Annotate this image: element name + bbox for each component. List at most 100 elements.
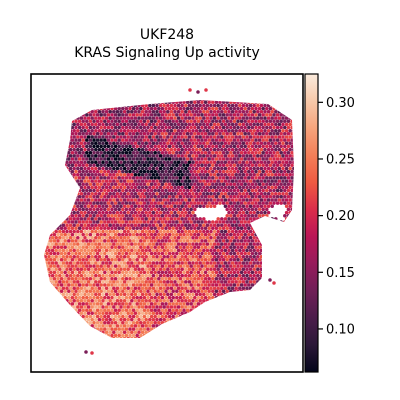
spot	[67, 207, 71, 212]
spot	[216, 141, 220, 146]
spot	[119, 273, 123, 278]
spot	[148, 141, 152, 146]
spot	[83, 173, 87, 177]
spot	[225, 119, 229, 123]
spot	[167, 113, 172, 117]
spot	[70, 106, 75, 111]
spot	[252, 229, 256, 234]
spot	[176, 103, 181, 108]
spot	[272, 302, 276, 306]
spot	[115, 179, 120, 183]
spot	[239, 239, 244, 243]
spot	[157, 150, 161, 155]
spot	[179, 94, 183, 98]
spot	[205, 191, 210, 196]
spot	[139, 245, 143, 249]
spot	[54, 198, 58, 202]
spot	[218, 245, 222, 249]
spot	[74, 251, 78, 256]
spot	[232, 113, 237, 117]
spot	[270, 100, 274, 101]
spot	[47, 191, 51, 196]
spot	[56, 302, 60, 306]
spot	[135, 113, 139, 117]
spot	[117, 138, 121, 142]
spot	[274, 116, 278, 120]
spot	[202, 229, 206, 234]
spot	[164, 125, 168, 130]
spot	[247, 245, 251, 249]
spot	[212, 128, 217, 133]
spot	[68, 267, 73, 272]
spot	[281, 116, 285, 120]
spot	[182, 245, 186, 249]
spot	[166, 229, 170, 234]
spot	[162, 242, 166, 246]
spot	[124, 308, 129, 312]
spot	[110, 176, 114, 180]
spot	[270, 110, 274, 114]
spot	[162, 298, 166, 303]
spot	[72, 110, 76, 114]
spot	[58, 154, 62, 158]
spot	[200, 94, 204, 98]
spot	[281, 166, 285, 171]
spot	[184, 217, 188, 221]
spot	[185, 169, 190, 174]
spot	[288, 311, 292, 316]
spot	[44, 185, 48, 190]
spot	[211, 239, 215, 243]
spot	[229, 182, 233, 186]
spot	[234, 103, 238, 108]
spot	[86, 160, 91, 164]
spot	[223, 100, 228, 101]
spot	[97, 173, 102, 177]
spot	[128, 119, 132, 123]
spot	[160, 163, 165, 168]
spot	[153, 276, 157, 281]
spot	[44, 226, 46, 231]
spot	[200, 302, 204, 306]
spot	[117, 201, 121, 205]
spot	[283, 163, 287, 168]
spot	[268, 226, 273, 231]
spot	[234, 147, 238, 152]
spot	[207, 295, 211, 300]
spot	[158, 198, 163, 202]
spot	[261, 239, 265, 243]
spot	[83, 103, 87, 108]
spot	[230, 160, 235, 164]
spot	[131, 132, 136, 136]
spot	[288, 160, 292, 164]
spot	[47, 103, 51, 108]
spot	[238, 229, 242, 234]
spot	[56, 201, 60, 205]
spot	[122, 128, 127, 133]
spot	[182, 232, 186, 237]
spot	[229, 138, 233, 142]
spot	[263, 116, 267, 120]
spot	[265, 213, 269, 218]
spot	[268, 295, 273, 300]
spot	[72, 100, 76, 101]
spot	[139, 144, 143, 149]
spot	[283, 258, 287, 262]
spot	[86, 217, 91, 221]
spot	[107, 94, 111, 98]
spot	[220, 122, 224, 127]
spot	[90, 273, 94, 278]
spot	[142, 119, 147, 123]
spot	[74, 94, 78, 98]
spot	[277, 229, 282, 234]
spot	[252, 236, 256, 240]
spot	[281, 185, 285, 190]
spot	[112, 135, 116, 139]
spot	[209, 267, 213, 272]
spot	[171, 207, 175, 212]
spot	[56, 182, 60, 186]
spot	[153, 100, 157, 105]
spot	[58, 179, 62, 183]
spot	[67, 270, 71, 275]
spot	[47, 173, 51, 177]
spot	[54, 254, 58, 259]
